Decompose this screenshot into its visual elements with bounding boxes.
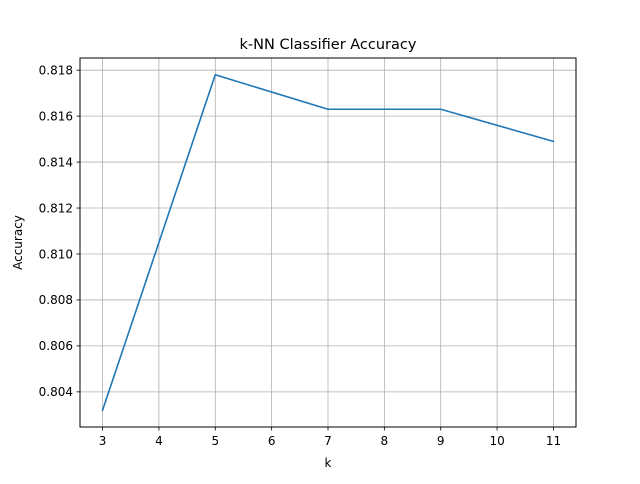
y-tick-label: 0.814: [39, 155, 73, 169]
x-tick-label: 6: [268, 434, 276, 448]
y-tick-label: 0.816: [39, 109, 73, 123]
x-tick-label: 5: [211, 434, 219, 448]
y-tick-label: 0.818: [39, 63, 73, 77]
y-tick-label: 0.806: [39, 339, 73, 353]
x-tick-label: 10: [489, 434, 504, 448]
x-tick-label: 4: [155, 434, 163, 448]
y-tick-label: 0.810: [39, 247, 73, 261]
grid-lines: [80, 58, 576, 427]
x-tick-label: 11: [546, 434, 561, 448]
chart-title: k-NN Classifier Accuracy: [240, 37, 417, 53]
x-tick-label: 7: [324, 434, 332, 448]
y-tick-label: 0.804: [39, 385, 73, 399]
y-tick-label: 0.808: [39, 293, 73, 307]
x-tick-label: 8: [381, 434, 389, 448]
y-axis-label: Accuracy: [11, 215, 25, 270]
x-axis-label: k: [325, 456, 332, 470]
x-tick-label: 9: [437, 434, 445, 448]
y-tick-label: 0.812: [39, 201, 73, 215]
x-tick-label: 3: [99, 434, 107, 448]
